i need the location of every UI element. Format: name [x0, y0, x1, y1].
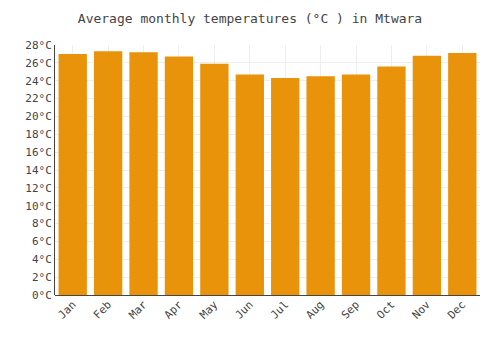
- svg-text:Average monthly temperatures (: Average monthly temperatures (°C ) in Mt…: [78, 11, 422, 26]
- svg-text:Mar: Mar: [126, 298, 150, 322]
- svg-text:20°C: 20°C: [25, 110, 52, 123]
- svg-text:26°C: 26°C: [25, 57, 52, 70]
- svg-text:Jul: Jul: [268, 298, 291, 321]
- svg-text:Nov: Nov: [410, 298, 434, 322]
- svg-text:Sep: Sep: [339, 298, 362, 321]
- svg-text:2°C: 2°C: [32, 271, 52, 284]
- svg-text:8°C: 8°C: [32, 217, 52, 230]
- svg-text:18°C: 18°C: [25, 128, 52, 141]
- svg-text:Feb: Feb: [91, 298, 114, 321]
- svg-text:22°C: 22°C: [25, 92, 52, 105]
- svg-text:Oct: Oct: [374, 298, 397, 321]
- svg-text:6°C: 6°C: [32, 235, 52, 248]
- svg-text:0°C: 0°C: [32, 289, 52, 302]
- svg-text:Dec: Dec: [445, 298, 468, 321]
- svg-text:16°C: 16°C: [25, 146, 52, 159]
- svg-text:24°C: 24°C: [25, 75, 52, 88]
- svg-text:4°C: 4°C: [32, 253, 52, 266]
- svg-text:Jun: Jun: [233, 298, 256, 321]
- svg-text:28°C: 28°C: [25, 39, 52, 52]
- svg-text:Apr: Apr: [162, 298, 186, 322]
- svg-text:10°C: 10°C: [25, 200, 52, 213]
- svg-text:Jan: Jan: [55, 298, 78, 321]
- svg-text:12°C: 12°C: [25, 182, 52, 195]
- svg-text:Aug: Aug: [303, 298, 326, 321]
- svg-text:May: May: [197, 298, 221, 322]
- svg-text:14°C: 14°C: [25, 164, 52, 177]
